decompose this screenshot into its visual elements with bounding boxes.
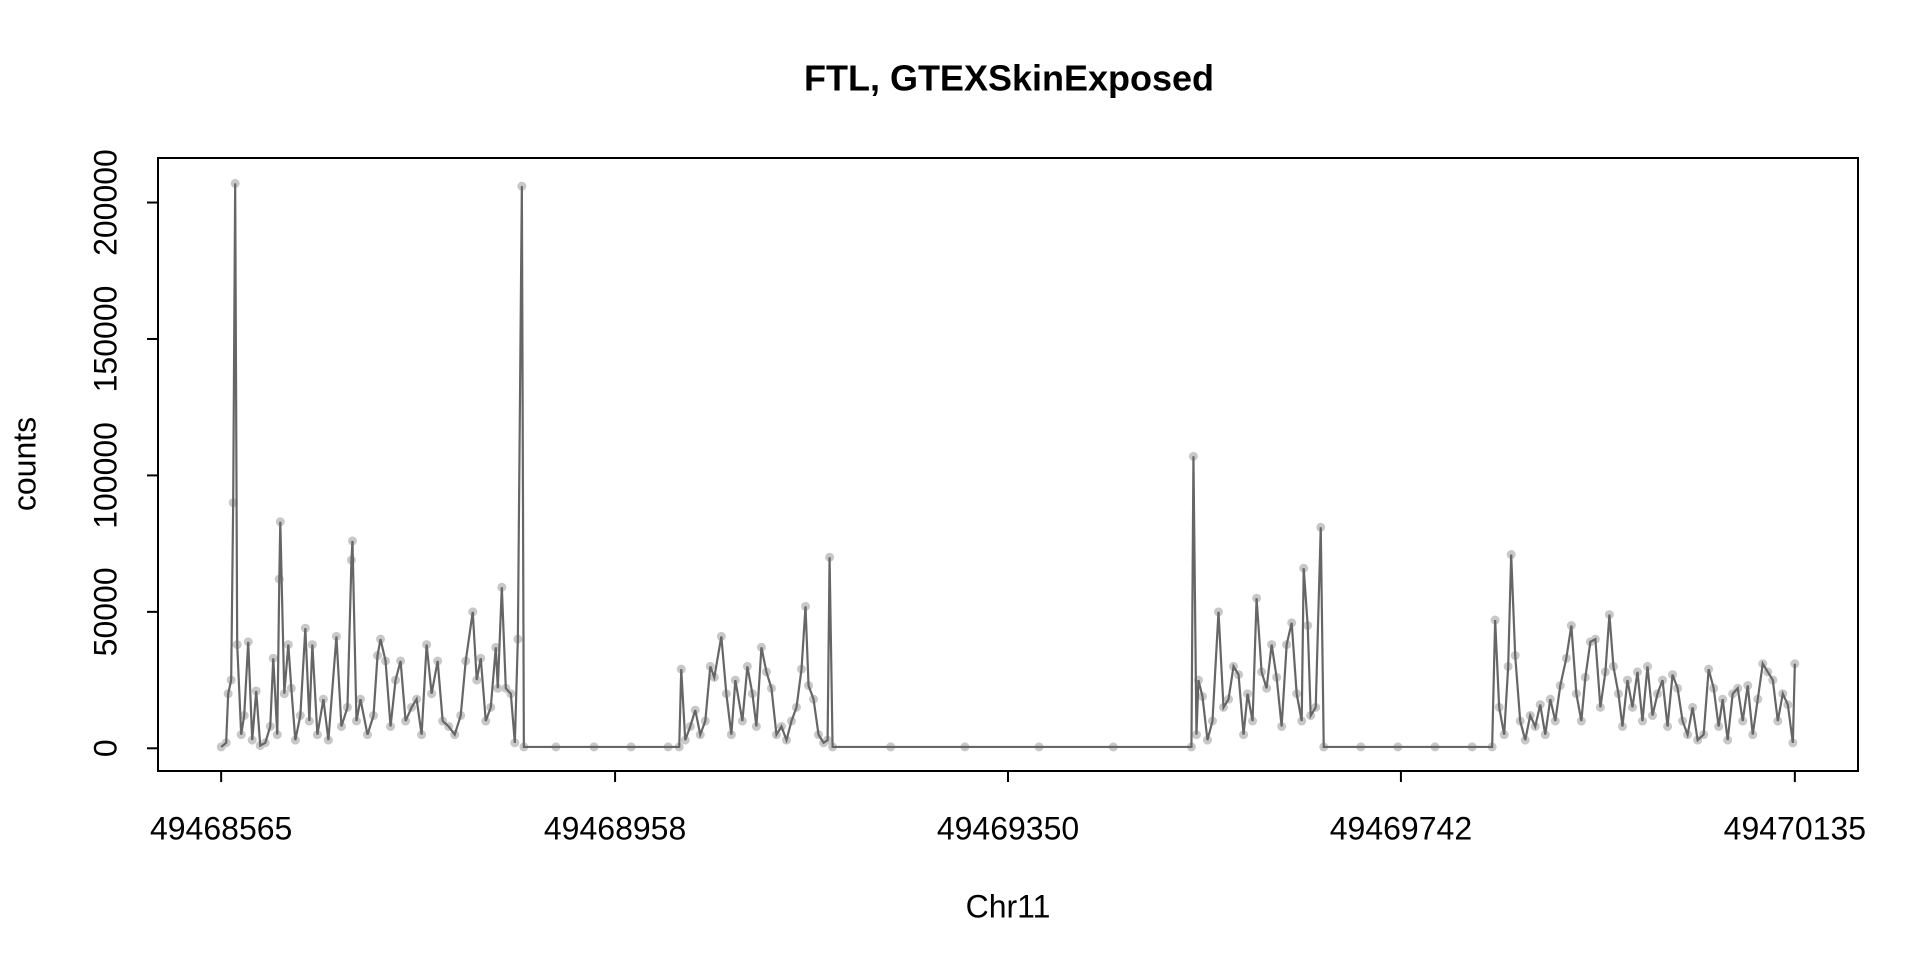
x-axis-label: Chr11 [966,888,1051,924]
y-tick-label: 150000 [87,286,123,393]
data-line [220,183,1796,749]
y-tick-label: 100000 [87,422,123,529]
y-tick-label: 0 [87,739,123,757]
x-tick-label: 49470135 [1724,810,1866,846]
y-tick-label: 50000 [87,567,123,656]
x-tick-label: 49469742 [1330,810,1472,846]
y-axis-label: counts [6,417,42,511]
x-tick-label: 49468958 [544,810,686,846]
x-tick-label: 49469350 [937,810,1079,846]
y-tick-label: 200000 [87,149,123,256]
x-tick-label: 49468565 [150,810,292,846]
chart-title: FTL, GTEXSkinExposed [804,58,1214,99]
plot-frame [157,157,1859,772]
